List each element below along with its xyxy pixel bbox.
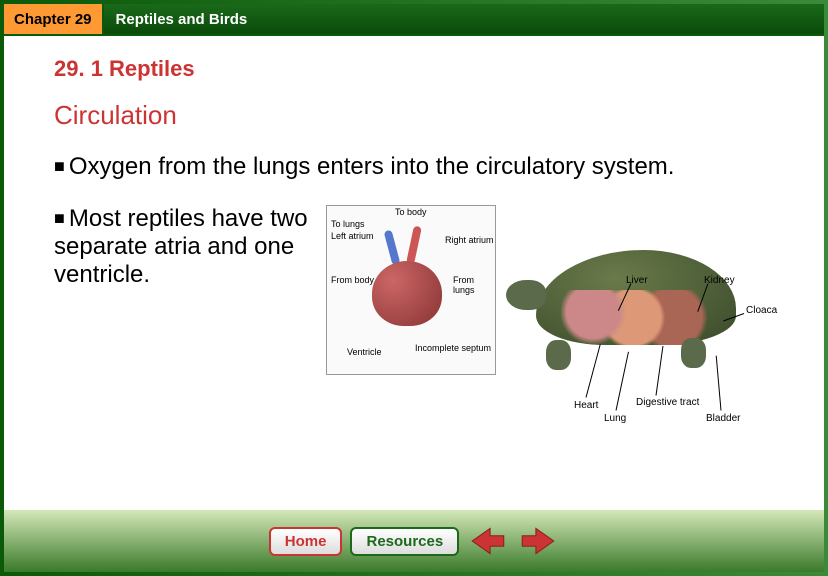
section-number: 29. 1 Reptiles [54,56,774,82]
vessel-red [406,226,422,265]
slide-content: 29. 1 Reptiles Circulation ■Oxygen from … [4,36,824,445]
turtle-head [506,280,546,310]
label-lung: Lung [604,413,626,424]
chapter-badge: Chapter 29 [4,4,104,34]
label-kidney: Kidney [704,275,735,286]
vessel-blue [384,230,401,266]
bullet-2: ■Most reptiles have two separate atria a… [54,205,314,289]
bullet-text: Oxygen from the lungs enters into the ci… [69,153,675,180]
label-to-lungs: To lungs [331,220,365,230]
text-column: ■Most reptiles have two separate atria a… [54,205,314,313]
resources-button[interactable]: Resources [350,527,459,556]
diagram: To body To lungs Left atrium Right atriu… [326,205,774,435]
home-button[interactable]: Home [269,527,343,556]
label-digestive: Digestive tract [636,397,699,408]
bullet-1: ■Oxygen from the lungs enters into the c… [54,153,774,181]
prev-arrow-icon[interactable] [467,524,509,558]
footer-nav: Home Resources [4,510,824,572]
label-left-atrium: Left atrium [331,232,374,242]
label-from-body: From body [331,276,374,286]
next-arrow-icon[interactable] [517,524,559,558]
label-heart: Heart [574,400,598,411]
heart-diagram: To body To lungs Left atrium Right atriu… [326,205,496,375]
bullet-text: Most reptiles have two separate atria an… [54,205,308,288]
turtle-organs [561,290,721,345]
turtle-leg [546,340,571,370]
label-bladder: Bladder [706,413,740,424]
label-from-lungs: From lungs [453,276,495,296]
label-right-atrium: Right atrium [445,236,494,246]
label-to-body: To body [395,208,427,218]
label-cloaca: Cloaca [746,305,777,316]
bullet-icon: ■ [54,156,65,176]
bullet-icon: ■ [54,208,65,228]
heart-vessels [382,224,437,264]
label-septum: Incomplete septum [415,344,491,354]
heart-shape [372,261,442,326]
subtitle: Circulation [54,100,774,131]
slide-header: Chapter 29 Reptiles and Birds [4,4,824,36]
chapter-title: Reptiles and Birds [104,4,824,34]
body-row: ■Most reptiles have two separate atria a… [54,205,774,435]
turtle-diagram [506,230,786,400]
turtle-leg [681,338,706,368]
label-ventricle: Ventricle [347,348,382,358]
